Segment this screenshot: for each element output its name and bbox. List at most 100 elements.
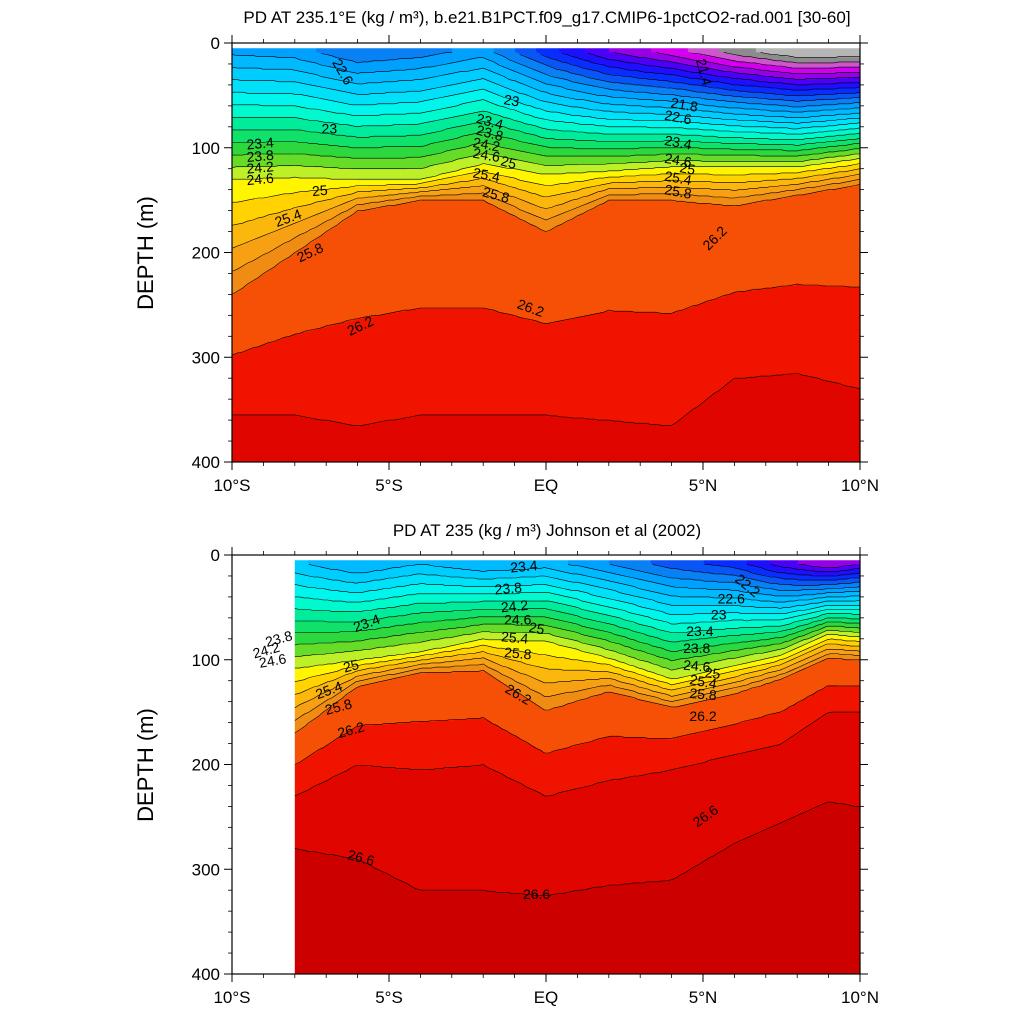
contour-label: 25.8 <box>504 644 533 662</box>
contour-line <box>723 52 860 64</box>
y-tick-label: 300 <box>192 348 220 367</box>
contour-lines <box>294 564 861 896</box>
contour-line <box>231 283 860 356</box>
contour-label: 25 <box>311 182 328 199</box>
contour-label: 24.6 <box>258 650 288 671</box>
contour-line <box>294 801 860 896</box>
contour-line <box>770 564 860 573</box>
contour-label: 23.8 <box>264 627 295 650</box>
panel-2-ylabel: DEPTH (m) <box>133 708 158 822</box>
contour-line <box>232 78 860 125</box>
contour-line <box>613 52 860 80</box>
contour-label: 24.2 <box>246 158 275 176</box>
y-tick-label: 100 <box>192 139 220 158</box>
contour-label: 23.4 <box>510 557 539 575</box>
contour-line <box>294 582 860 615</box>
contour-label: 24.6 <box>683 657 712 675</box>
contour-label: 25 <box>499 152 518 172</box>
contour-label: 21.8 <box>670 94 700 115</box>
contour-label: 25.4 <box>688 671 718 692</box>
contour-line <box>231 168 861 226</box>
contour-label: 24.6 <box>504 612 531 628</box>
contour-label: 23 <box>503 91 521 109</box>
contour-line <box>294 685 860 765</box>
x-tick-label: 10°N <box>841 988 879 1007</box>
contour-line <box>519 54 860 103</box>
contour-label: 24.2 <box>472 134 502 155</box>
contour-label: 25.4 <box>472 165 502 186</box>
contour-line <box>294 634 860 679</box>
contour-label: 23.4 <box>686 623 713 639</box>
contour-line <box>294 572 861 609</box>
contour-label: 23.4 <box>663 132 693 153</box>
contour-label: 26.2 <box>689 708 716 724</box>
panel-1-plot: 22.62323.423.824.224.62525.425.826.22323… <box>192 34 879 495</box>
contour-line <box>704 564 860 581</box>
x-tick-label: 5°N <box>689 988 718 1007</box>
density-field <box>294 560 860 975</box>
contour-line <box>232 142 860 159</box>
contour-line <box>692 53 860 69</box>
contour-lines <box>231 52 861 426</box>
contour-label: 22.6 <box>663 107 693 128</box>
contour-line <box>232 163 861 203</box>
contour-label: 23.4 <box>475 110 506 133</box>
y-tick-label: 200 <box>192 756 220 775</box>
x-tick-label: EQ <box>534 476 559 495</box>
x-tick-label: EQ <box>534 988 559 1007</box>
contour-line <box>610 564 861 591</box>
contour-label: 26.2 <box>336 718 367 741</box>
contour-line <box>231 54 860 113</box>
contour-label: 25 <box>704 664 721 681</box>
contour-label: 23 <box>322 121 338 137</box>
panel-2-title: PD AT 235 (kg / m³) Johnson et al (2002) <box>393 521 701 540</box>
contour-line <box>294 592 860 625</box>
contour-label: 25 <box>528 619 546 637</box>
contour-line <box>232 110 861 140</box>
contour-line <box>294 600 860 633</box>
x-tick-label: 10°S <box>213 988 250 1007</box>
contour-label: 24.6 <box>663 150 693 171</box>
contour-line <box>294 649 861 709</box>
contour-line <box>561 53 861 91</box>
contour-label: 21.4 <box>693 57 716 88</box>
contour-label: 25 <box>341 656 360 676</box>
contour-line <box>587 53 860 86</box>
contour-line <box>294 608 860 643</box>
contour-line <box>231 184 861 295</box>
x-tick-label: 5°S <box>375 476 403 495</box>
contour-line <box>294 643 860 695</box>
contour-label: 24.6 <box>472 145 502 166</box>
contour-line <box>231 173 861 249</box>
contour-line <box>232 88 861 130</box>
contour-line <box>294 658 860 734</box>
y-tick-label: 400 <box>192 453 220 472</box>
contour-label: 24.6 <box>246 170 275 188</box>
contour-line <box>232 131 860 152</box>
contour-line <box>655 52 860 74</box>
contour-line <box>760 52 860 58</box>
contour-label: 25.4 <box>663 168 693 189</box>
y-tick-label: 300 <box>192 860 220 879</box>
contour-label: 25.8 <box>481 183 512 206</box>
contour-line <box>320 52 860 108</box>
contour-label: 25.8 <box>689 685 718 703</box>
contour-label: 26.6 <box>346 846 377 869</box>
contour-line <box>232 372 861 426</box>
contour-line <box>231 152 860 169</box>
contour-label: 23.8 <box>494 579 523 597</box>
contour-line <box>231 178 861 272</box>
contour-line <box>294 653 860 721</box>
contour-label: 24.2 <box>251 639 282 662</box>
contour-line <box>232 99 861 135</box>
panel-2-plot: 23.423.824.224.6 2525.425.826.223.423.824… <box>192 546 879 1007</box>
contour-label: 25.8 <box>323 695 354 718</box>
contour-label: 23 <box>711 606 727 622</box>
contour-line <box>232 157 861 180</box>
y-tick-label: 0 <box>211 34 220 53</box>
contour-label: 23.8 <box>475 122 506 145</box>
contour-line <box>567 564 860 597</box>
contour-line <box>798 564 856 568</box>
contour-label: 25.4 <box>500 628 529 646</box>
